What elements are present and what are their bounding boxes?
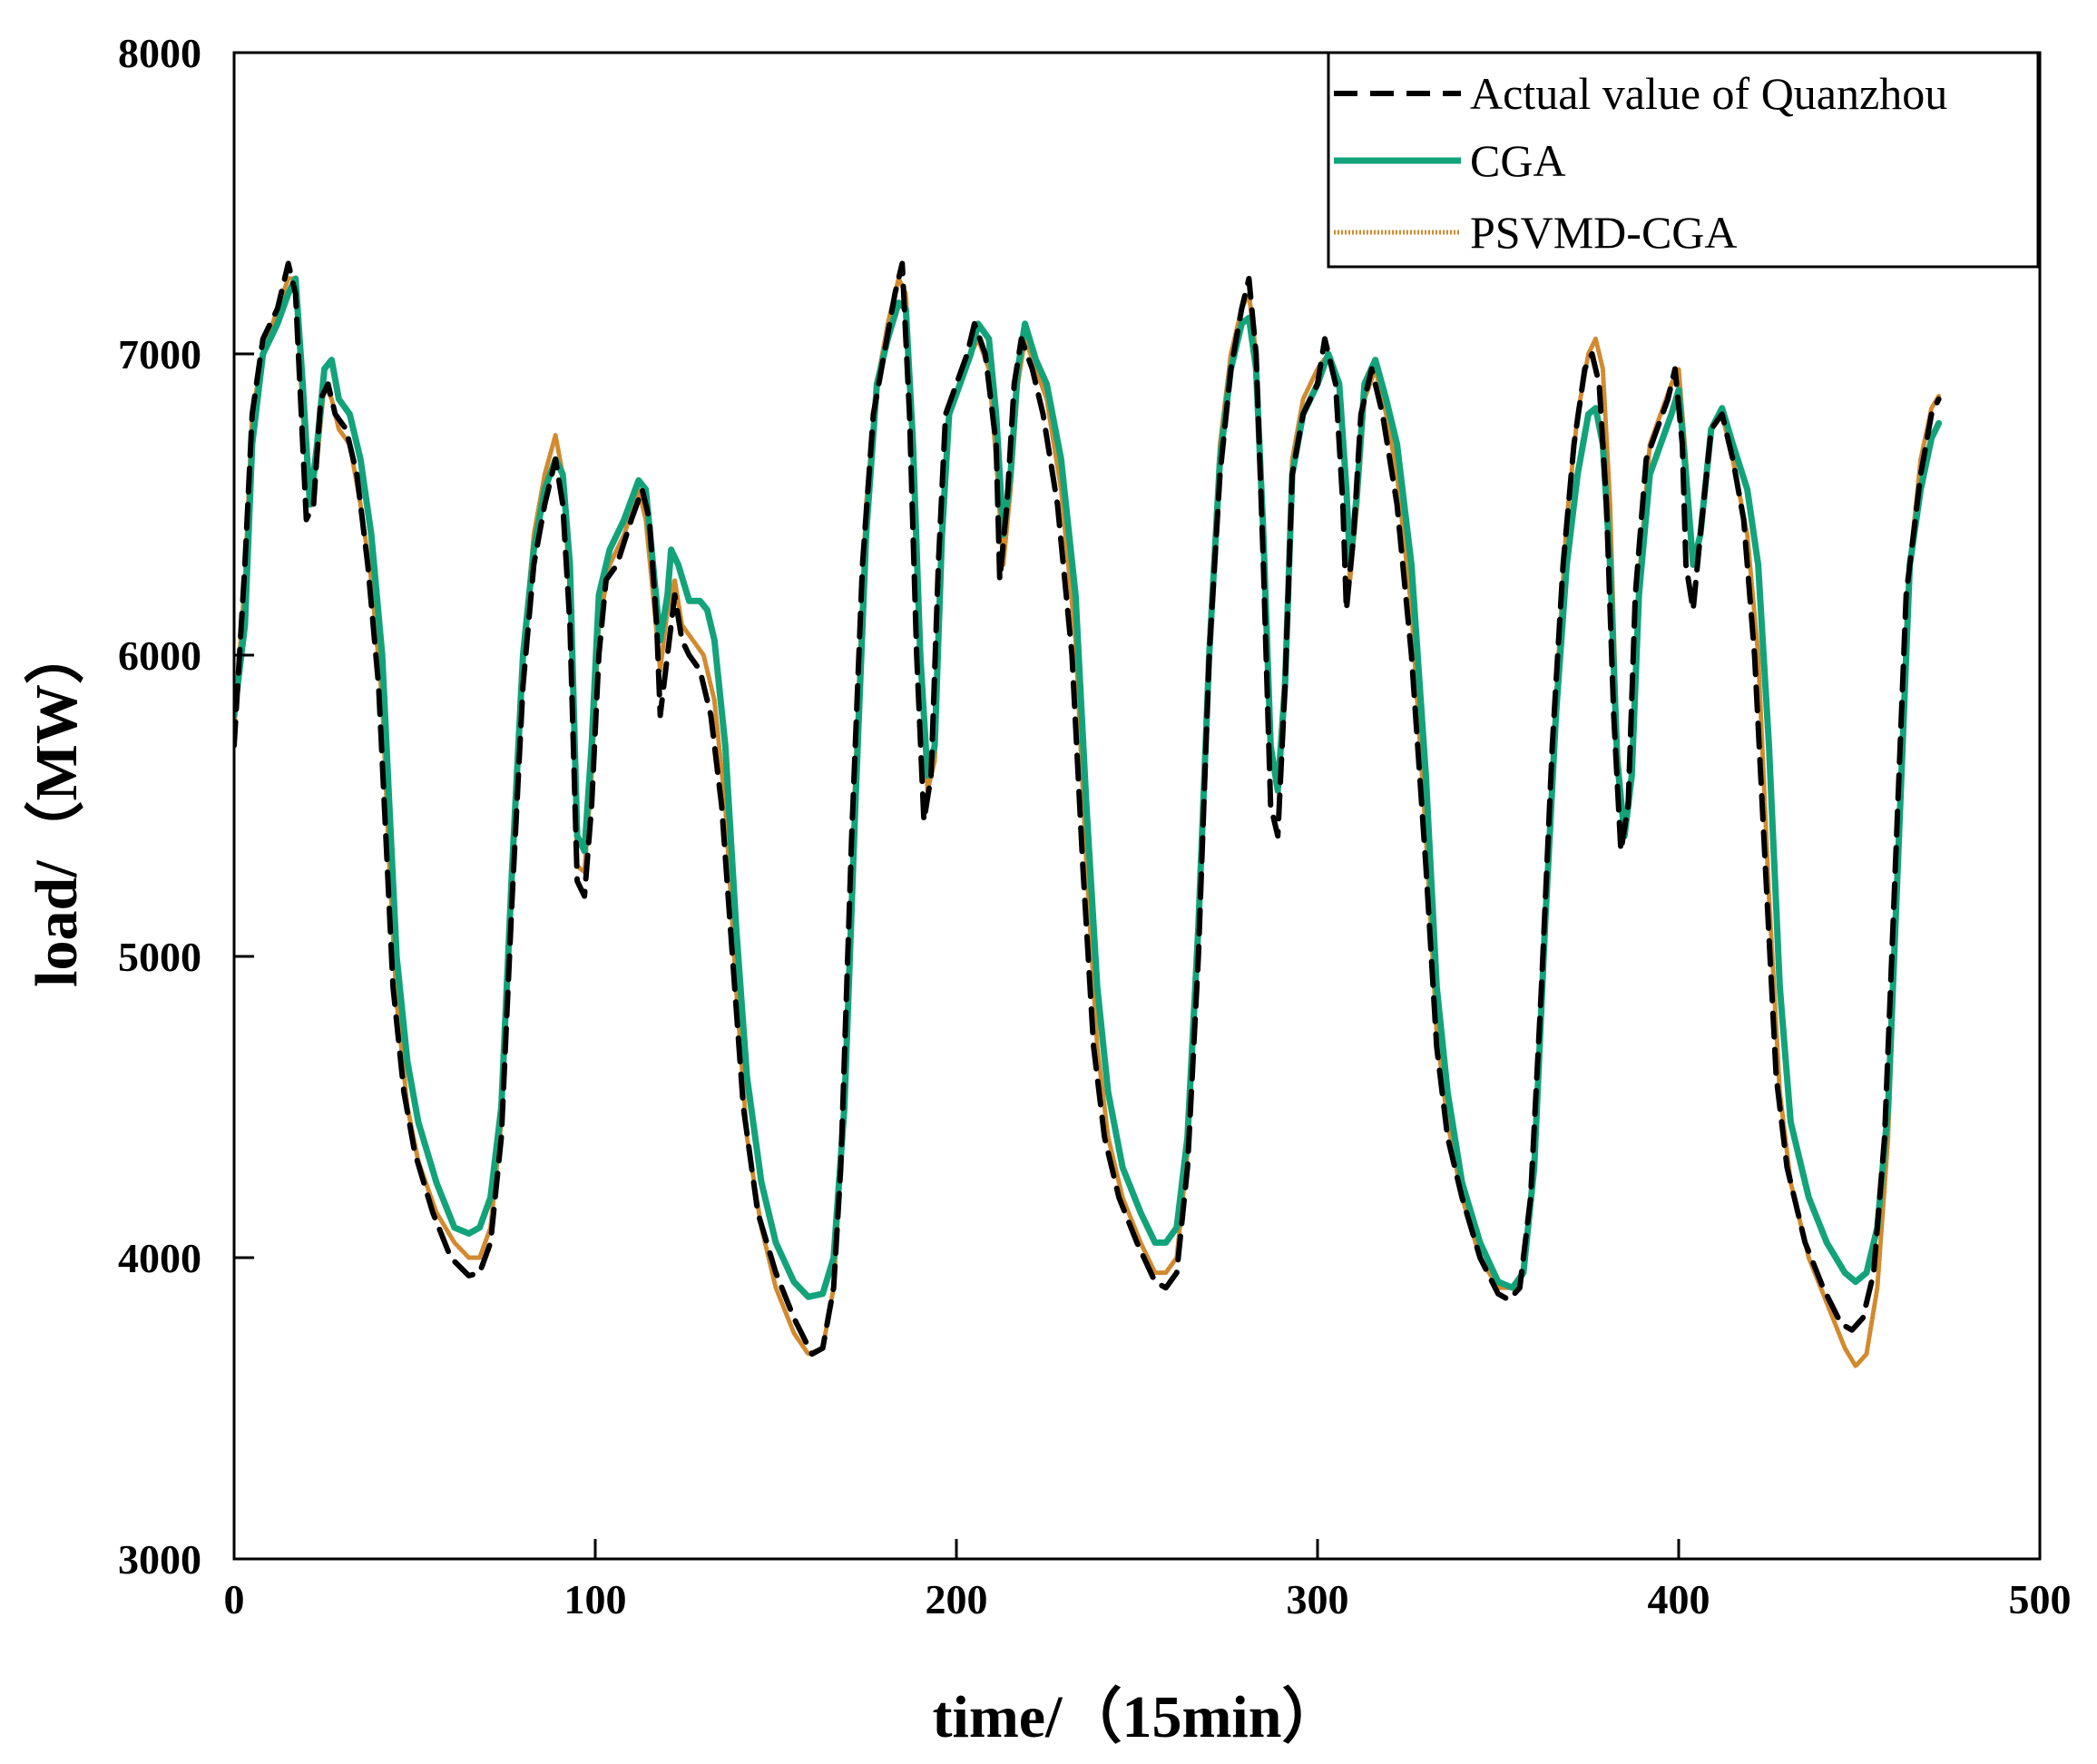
x-axis: 0 100 200 300 400 500 (224, 1539, 2072, 1622)
y-tick-label: 6000 (118, 632, 201, 679)
legend-label-psvmd-cga: PSVMD-CGA (1470, 207, 1738, 258)
plot-area-frame (232, 51, 2042, 1561)
y-tick-label: 3000 (118, 1536, 201, 1583)
x-tick-label: 200 (926, 1576, 988, 1622)
y-axis: 3000 4000 5000 6000 7000 8000 (118, 30, 254, 1583)
y-tick-label: 7000 (118, 331, 201, 377)
x-tick-label: 300 (1287, 1576, 1349, 1622)
x-tick-label: 500 (2009, 1576, 2072, 1622)
y-tick-label: 8000 (118, 30, 201, 76)
legend-label-actual: Actual value of Quanzhou (1470, 68, 1947, 119)
x-axis-title: time/（15min） (933, 1683, 1342, 1750)
legend: Actual value of Quanzhou CGA PSVMD-CGA (1327, 51, 2040, 269)
series-layer (234, 260, 1943, 1368)
x-tick-label: 100 (564, 1576, 627, 1622)
y-axis-title: load/（MW） (23, 624, 90, 987)
x-tick-label: 400 (1648, 1576, 1710, 1622)
x-tick-label: 0 (224, 1576, 245, 1622)
y-tick-label: 4000 (118, 1235, 201, 1281)
y-tick-label: 5000 (118, 934, 201, 980)
legend-label-cga: CGA (1470, 135, 1566, 186)
series-line-actual-value-of-quanzhou (234, 260, 1942, 1357)
